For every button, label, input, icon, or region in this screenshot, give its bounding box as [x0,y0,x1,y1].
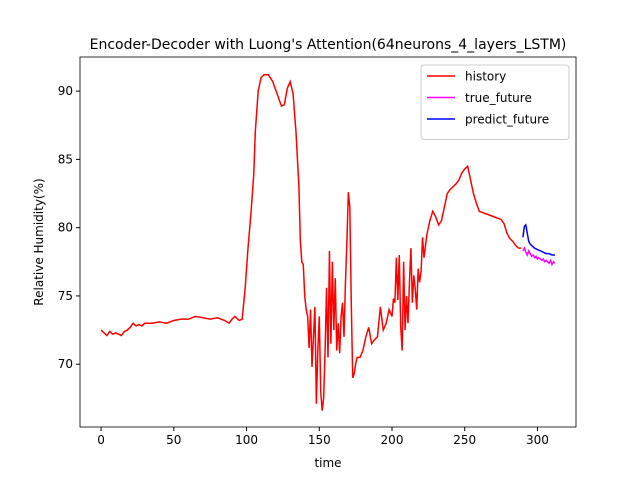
plot-frame [79,56,577,428]
y-tick-label: 85 [58,152,73,166]
y-tick-label: 80 [58,221,73,235]
x-tick-label: 0 [97,433,105,447]
y-tick-label: 70 [58,357,73,371]
x-tick-label: 50 [166,433,181,447]
y-axis-label: Relative Humidity(%) [32,178,46,305]
line-series [522,223,555,256]
x-axis-label: time [314,456,341,470]
x-tick-label: 150 [308,433,331,447]
line-series [522,246,556,267]
y-tick-label: 75 [58,289,73,303]
legend-box [420,64,570,140]
legend-label: true_future [465,91,532,105]
legend-label: predict_future [465,113,549,127]
x-tick-label: 250 [453,433,476,447]
x-tick-label: 100 [235,433,258,447]
x-tick-label: 300 [526,433,549,447]
legend-label: history [465,70,506,84]
line-series [100,74,522,411]
y-tick-label: 90 [58,84,73,98]
x-tick-label: 200 [381,433,404,447]
chart-title: Encoder-Decoder with Luong's Attention(6… [90,37,567,53]
